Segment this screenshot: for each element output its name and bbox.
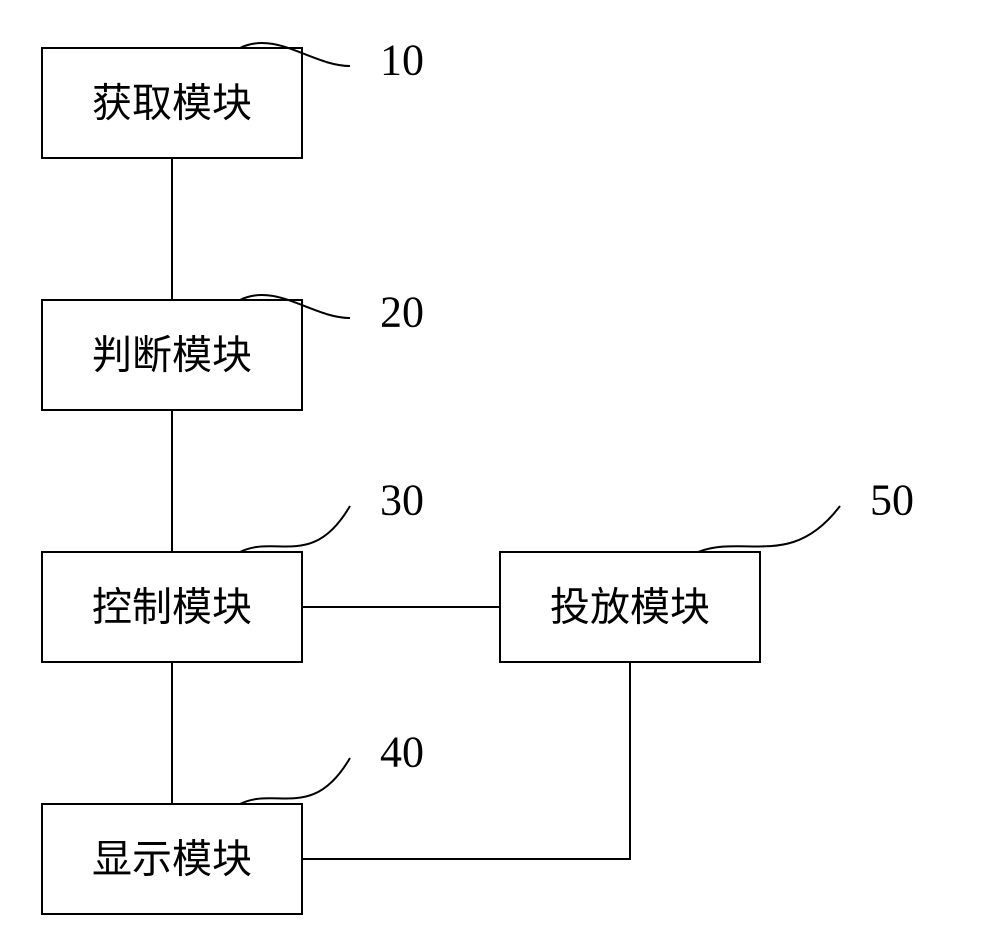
node-label-n30: 控制模块 bbox=[92, 585, 252, 630]
ref-number-n30: 30 bbox=[380, 476, 424, 525]
node-label-n50: 投放模块 bbox=[550, 585, 710, 630]
module-flowchart: 获取模块判断模块控制模块显示模块 投放模块 10 20 30 40 50 bbox=[0, 0, 1000, 934]
ref-number-n40: 40 bbox=[380, 728, 424, 777]
ref-number-n10: 10 bbox=[380, 36, 424, 85]
ref-number-n50: 50 bbox=[870, 476, 914, 525]
node-label-n40: 显示模块 bbox=[92, 837, 252, 882]
node-label-n10: 获取模块 bbox=[92, 81, 252, 126]
node-label-n20: 判断模块 bbox=[92, 333, 252, 378]
ref-number-n20: 20 bbox=[380, 288, 424, 337]
